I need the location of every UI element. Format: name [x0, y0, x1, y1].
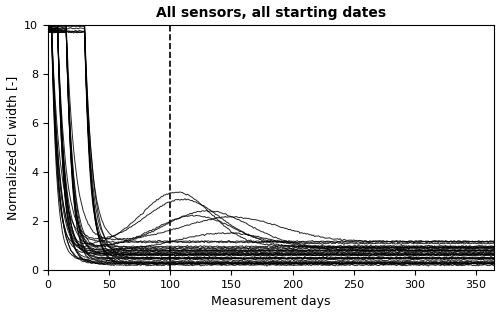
X-axis label: Measurement days: Measurement days [212, 295, 331, 308]
Y-axis label: Normalized CI width [-]: Normalized CI width [-] [6, 75, 18, 220]
Title: All sensors, all starting dates: All sensors, all starting dates [156, 6, 386, 19]
